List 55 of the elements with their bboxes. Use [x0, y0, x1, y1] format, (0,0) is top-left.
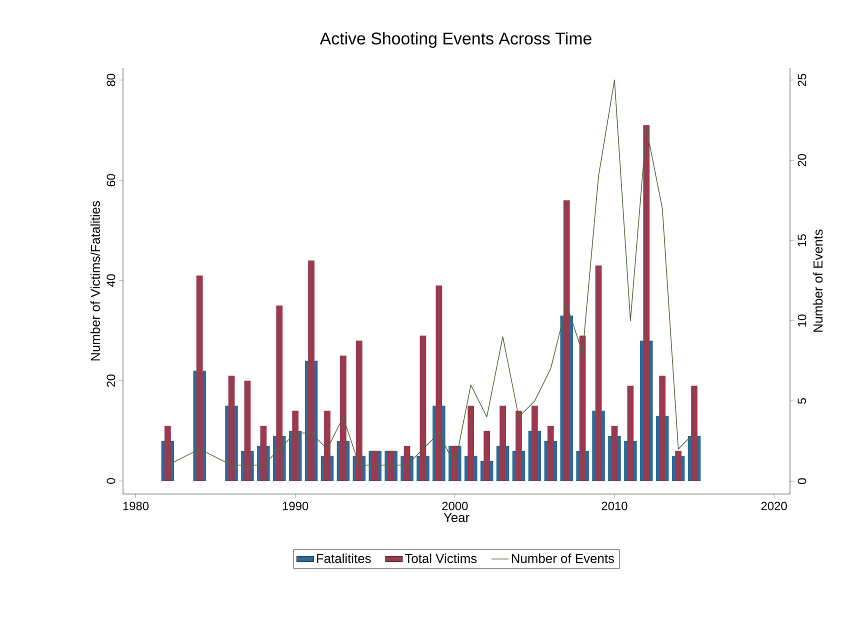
- bar: [611, 426, 618, 481]
- bar: [675, 450, 682, 481]
- bar: [372, 450, 378, 481]
- bar: [516, 410, 522, 481]
- x-tick-label: 2000: [442, 502, 468, 510]
- x-tick-label: 2010: [602, 502, 628, 510]
- legend-label: Number of Events: [512, 554, 614, 564]
- bar: [468, 406, 474, 481]
- x-tick-label: 1990: [282, 502, 308, 510]
- y-tick-label: 40: [106, 274, 116, 287]
- bar: [436, 286, 442, 481]
- y2-tick-label: 25: [798, 74, 806, 86]
- bar: [691, 386, 698, 481]
- y2-tick-label: 10: [798, 314, 806, 326]
- y2-axis-title: Number of Events: [813, 230, 823, 332]
- bar: [659, 376, 666, 481]
- bar: [196, 275, 203, 481]
- bar: [404, 446, 410, 481]
- bar: [532, 406, 538, 481]
- bar: [244, 380, 251, 481]
- bar: [356, 340, 362, 481]
- x-axis-title: Year: [444, 513, 470, 522]
- chart-title: Active Shooting Events Across Time: [320, 32, 592, 48]
- legend-label: Fatalitites: [316, 554, 371, 564]
- bar: [579, 336, 586, 481]
- bar: [276, 306, 283, 481]
- x-tick-label: 1980: [123, 502, 149, 510]
- bar: [484, 430, 490, 481]
- bar: [643, 125, 650, 481]
- bar: [340, 356, 346, 481]
- y2-tick-label: 5: [798, 398, 806, 404]
- y2-tick-label: 20: [798, 154, 806, 166]
- x-tick-label: 2020: [761, 502, 787, 510]
- y2-tick-label: 15: [798, 234, 806, 246]
- y-tick-label: 60: [106, 174, 116, 186]
- bar: [595, 265, 602, 481]
- bar: [500, 406, 506, 481]
- y-tick-label: 80: [106, 74, 116, 86]
- bar: [292, 410, 299, 481]
- bar: [452, 446, 458, 481]
- y2-tick-label: 0: [798, 478, 806, 484]
- bar: [420, 336, 426, 481]
- bar: [228, 376, 235, 481]
- bar: [324, 410, 330, 481]
- legend-label: Total Victims: [404, 554, 477, 564]
- bar: [164, 426, 171, 481]
- bar: [547, 426, 554, 481]
- bar: [563, 200, 570, 481]
- y-axis-title: Number of Victims/Fatalities: [90, 200, 100, 360]
- bar: [308, 260, 314, 481]
- bar: [388, 450, 394, 481]
- bar: [627, 386, 634, 481]
- y-tick-label: 20: [106, 374, 116, 387]
- y-tick-label: 0: [106, 478, 116, 484]
- bar: [260, 426, 267, 481]
